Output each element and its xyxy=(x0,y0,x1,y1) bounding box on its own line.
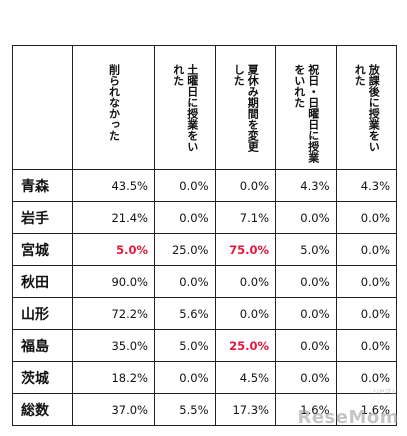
table-cell: 0.0% xyxy=(275,329,337,362)
table-cell: 5.0% xyxy=(275,233,337,266)
table-cell: 7.1% xyxy=(214,201,276,234)
table-cell: 0.0% xyxy=(335,265,397,298)
table-cell: 1.6% xyxy=(335,393,397,426)
corner-cell xyxy=(12,45,73,170)
row-label: 宮城 xyxy=(12,233,73,266)
column-header-label: 削られなかった xyxy=(107,64,121,141)
table-cell: 25.0% xyxy=(214,329,276,362)
table-row: 福島 35.0% 5.0% 25.0% 0.0% 0.0% xyxy=(12,329,397,362)
column-header-label: 放課後に授業をい れた xyxy=(353,64,381,152)
table-cell: 0.0% xyxy=(154,169,216,202)
column-header-label: 夏休み期間を変更 した xyxy=(232,64,260,152)
table-cell: 0.0% xyxy=(335,201,397,234)
table-cell: 0.0% xyxy=(214,169,276,202)
table-cell: 25.0% xyxy=(154,233,216,266)
header-row: 削られなかった 土曜日に授業をい れた 夏休み期間を変更 した 祝日・日曜日に授… xyxy=(12,45,397,170)
table-cell: 4.5% xyxy=(214,361,276,394)
row-label: 岩手 xyxy=(12,201,73,234)
table-row: 秋田 90.0% 0.0% 0.0% 0.0% 0.0% xyxy=(12,265,397,298)
table-cell: 0.0% xyxy=(335,297,397,330)
column-header: 土曜日に授業をい れた xyxy=(154,45,216,170)
table-cell: 75.0% xyxy=(214,233,276,266)
table-cell: 0.0% xyxy=(275,201,337,234)
table-cell: 0.0% xyxy=(154,265,216,298)
table-cell: 0.0% xyxy=(335,361,397,394)
column-header: 削られなかった xyxy=(72,45,155,170)
table-cell: 37.0% xyxy=(72,393,155,426)
row-label: 総数 xyxy=(12,393,73,426)
table-row: 山形 72.2% 5.6% 0.0% 0.0% 0.0% xyxy=(12,297,397,330)
column-header: 祝日・日曜日に授業 をいれた xyxy=(275,45,337,170)
table-cell: 21.4% xyxy=(72,201,155,234)
table-cell: 4.3% xyxy=(275,169,337,202)
table-cell: 43.5% xyxy=(72,169,155,202)
table-cell: 90.0% xyxy=(72,265,155,298)
table-cell: 1.6% xyxy=(275,393,337,426)
table-cell: 0.0% xyxy=(275,361,337,394)
table-cell: 0.0% xyxy=(214,297,276,330)
table-row: 総数 37.0% 5.5% 17.3% 1.6% 1.6% xyxy=(12,393,397,426)
table-cell: 0.0% xyxy=(214,265,276,298)
row-label: 秋田 xyxy=(12,265,73,298)
table-cell: 0.0% xyxy=(275,297,337,330)
row-label: 青森 xyxy=(12,169,73,202)
column-header-label: 土曜日に授業をい れた xyxy=(171,64,199,152)
table-row: 宮城 5.0% 25.0% 75.0% 5.0% 0.0% xyxy=(12,233,397,266)
table-cell: 0.0% xyxy=(335,233,397,266)
data-table: 削られなかった 土曜日に授業をい れた 夏休み期間を変更 した 祝日・日曜日に授… xyxy=(12,45,397,426)
table-cell: 5.0% xyxy=(72,233,155,266)
column-header-label: 祝日・日曜日に授業 をいれた xyxy=(292,64,320,163)
table-cell: 72.2% xyxy=(72,297,155,330)
table-cell: 0.0% xyxy=(154,361,216,394)
table-body: 青森 43.5% 0.0% 0.0% 4.3% 4.3% 岩手 21.4% 0.0% 7.1% 0.… xyxy=(12,169,397,426)
table-row: 茨城 18.2% 0.0% 4.5% 0.0% 0.0% xyxy=(12,361,397,394)
table-cell: 0.0% xyxy=(335,329,397,362)
row-label: 福島 xyxy=(12,329,73,362)
table-cell: 35.0% xyxy=(72,329,155,362)
table-cell: 0.0% xyxy=(154,201,216,234)
table-cell: 17.3% xyxy=(214,393,276,426)
table-cell: 5.0% xyxy=(154,329,216,362)
table-row: 岩手 21.4% 0.0% 7.1% 0.0% 0.0% xyxy=(12,201,397,234)
row-label: 茨城 xyxy=(12,361,73,394)
table-cell: 5.5% xyxy=(154,393,216,426)
table-cell: 5.6% xyxy=(154,297,216,330)
table-cell: 4.3% xyxy=(335,169,397,202)
column-header: 放課後に授業をい れた xyxy=(335,45,397,170)
column-header: 夏休み期間を変更 した xyxy=(214,45,276,170)
table-row: 青森 43.5% 0.0% 0.0% 4.3% 4.3% xyxy=(12,169,397,202)
row-label: 山形 xyxy=(12,297,73,330)
table-cell: 18.2% xyxy=(72,361,155,394)
table-cell: 0.0% xyxy=(275,265,337,298)
